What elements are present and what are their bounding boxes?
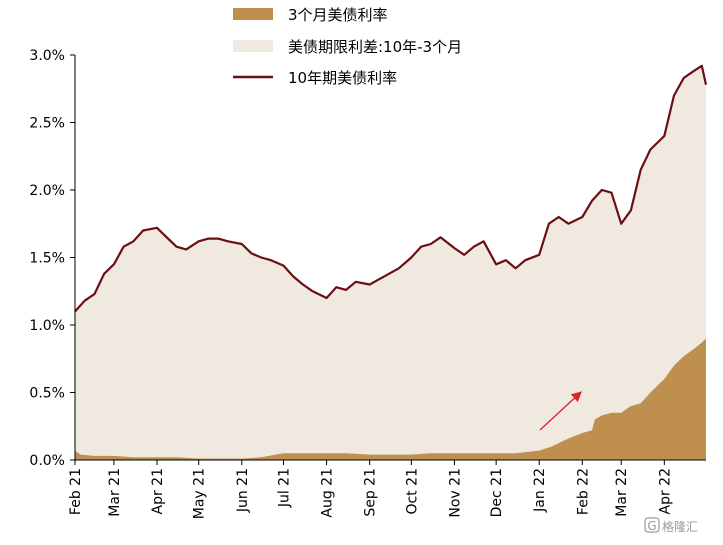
plot-lines (74, 64, 708, 431)
y-tick-label: 1.0% (29, 318, 65, 334)
y-tick-label: 0.0% (29, 453, 65, 469)
watermark-text: 格隆汇 (662, 519, 698, 534)
y-tick-label: 0.5% (29, 386, 65, 402)
legend-swatch-spread (233, 40, 273, 52)
series-10y-line (74, 64, 708, 313)
y-tick-label: 3.0% (29, 48, 65, 64)
axes: 0.0% 0.5% 1.0% 1.5% 2.0% 2.5% 3.0% Feb 21 Mar 21… (29, 48, 706, 519)
x-tick-label: Aug 21 (320, 468, 336, 518)
x-tick-label: Oct 21 (404, 468, 420, 514)
watermark-glyph: G (647, 519, 656, 533)
watermark-logo-icon (644, 517, 660, 533)
x-tick-label: Mar 21 (107, 468, 123, 517)
x-tick-label: Mar 22 (614, 468, 630, 517)
x-tick-label: Feb 22 (575, 468, 591, 515)
legend-label: 美债期限利差:10年-3个月 (288, 38, 462, 56)
x-tick-label: Nov 21 (447, 468, 463, 518)
trend-arrow (539, 391, 582, 431)
series-3m-area (75, 338, 706, 460)
plot-areas (75, 65, 706, 461)
legend-label: 10年期美债利率 (288, 69, 397, 87)
x-tick-label: Jan 22 (532, 468, 548, 513)
x-tick-label: Sep 21 (363, 468, 379, 517)
x-tick-label: Apr 22 (657, 468, 673, 514)
x-tick-label: Apr 21 (150, 468, 166, 514)
legend-label: 3个月美债利率 (288, 6, 388, 24)
watermark: G 格隆汇 (644, 517, 698, 534)
y-tick-label: 2.5% (29, 116, 65, 132)
legend-swatch-3m (233, 8, 273, 20)
x-tick-label: Feb 21 (68, 468, 84, 515)
x-tick-label: Jun 21 (235, 468, 251, 513)
x-tick-label: May 21 (192, 468, 208, 519)
x-tick-label: Dec 21 (489, 468, 505, 517)
y-tick-label: 2.0% (29, 183, 65, 199)
y-tick-label: 1.5% (29, 251, 65, 267)
series-spread-area (75, 65, 706, 461)
x-tick-label: Jul 21 (276, 468, 292, 508)
